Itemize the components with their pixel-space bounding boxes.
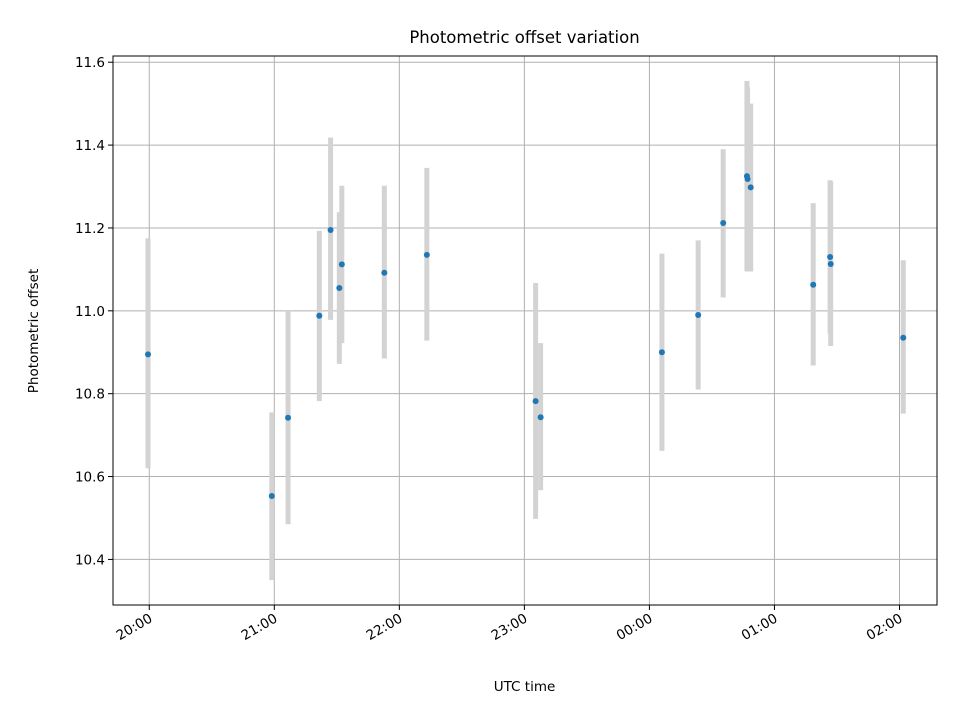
- data-point: [532, 398, 539, 405]
- y-tick-label: 11.2: [75, 221, 105, 237]
- data-point: [747, 184, 754, 191]
- y-tick-label: 11.0: [75, 304, 105, 320]
- data-point: [285, 414, 292, 421]
- plot-area-frame: [112, 55, 938, 606]
- data-point: [827, 260, 834, 267]
- y-tick-label: 11.4: [75, 138, 105, 154]
- y-tick-label: 11.6: [75, 55, 105, 71]
- chart-title: Photometric offset variation: [409, 28, 639, 47]
- y-tick-label: 10.8: [75, 387, 105, 403]
- grid-lines: [113, 56, 937, 605]
- data-point: [537, 414, 544, 421]
- data-point: [381, 269, 388, 276]
- data-point: [720, 219, 727, 226]
- y-axis-ticks: 10.4 10.6 10.8 11.0 11.2 11.4 11.6: [75, 55, 113, 568]
- data-point: [810, 281, 817, 288]
- data-point: [423, 251, 430, 258]
- data-point: [145, 351, 152, 358]
- data-point: [327, 227, 334, 234]
- y-tick-label: 10.4: [75, 552, 105, 568]
- data-point: [316, 312, 323, 319]
- data-point: [268, 493, 275, 500]
- data-point: [658, 349, 665, 356]
- data-point: [900, 334, 907, 341]
- data-point: [695, 311, 702, 318]
- data-point: [338, 261, 345, 268]
- data-point: [336, 285, 343, 292]
- y-axis-label: Photometric offset: [26, 269, 42, 393]
- data-point: [827, 253, 834, 260]
- data-point: [744, 176, 751, 183]
- data-points: [145, 173, 907, 500]
- x-axis-label: UTC time: [494, 679, 556, 695]
- y-tick-label: 10.6: [75, 470, 105, 486]
